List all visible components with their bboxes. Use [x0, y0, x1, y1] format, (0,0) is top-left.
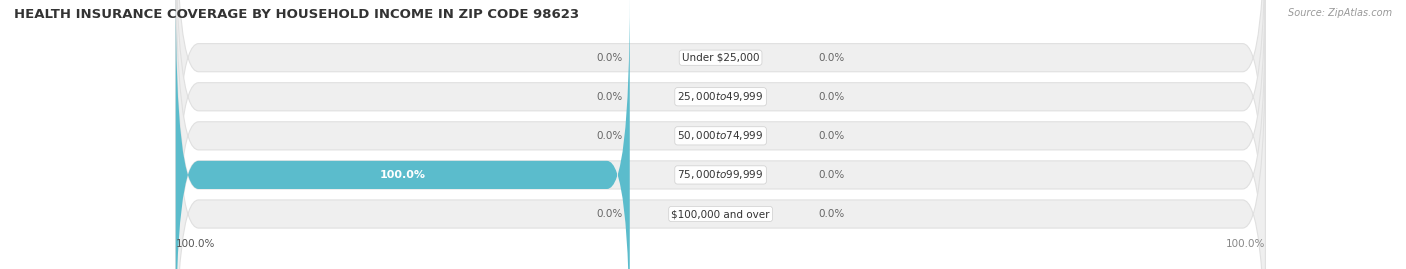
Text: 0.0%: 0.0%: [596, 92, 623, 102]
FancyBboxPatch shape: [176, 0, 630, 269]
FancyBboxPatch shape: [176, 0, 1265, 269]
Text: 0.0%: 0.0%: [818, 170, 845, 180]
FancyBboxPatch shape: [176, 0, 1265, 239]
Text: $25,000 to $49,999: $25,000 to $49,999: [678, 90, 763, 103]
Text: 100.0%: 100.0%: [176, 239, 215, 249]
Text: 0.0%: 0.0%: [596, 53, 623, 63]
FancyBboxPatch shape: [176, 0, 1265, 269]
Text: 0.0%: 0.0%: [596, 209, 623, 219]
Text: 0.0%: 0.0%: [818, 209, 845, 219]
Text: $50,000 to $74,999: $50,000 to $74,999: [678, 129, 763, 142]
FancyBboxPatch shape: [176, 33, 1265, 269]
Text: 100.0%: 100.0%: [1226, 239, 1265, 249]
Text: $75,000 to $99,999: $75,000 to $99,999: [678, 168, 763, 181]
Text: 100.0%: 100.0%: [380, 170, 426, 180]
Text: 0.0%: 0.0%: [818, 53, 845, 63]
Text: Under $25,000: Under $25,000: [682, 53, 759, 63]
Text: $100,000 and over: $100,000 and over: [671, 209, 770, 219]
Text: 0.0%: 0.0%: [818, 131, 845, 141]
Text: 0.0%: 0.0%: [596, 131, 623, 141]
FancyBboxPatch shape: [176, 0, 1265, 269]
Text: 0.0%: 0.0%: [818, 92, 845, 102]
Text: HEALTH INSURANCE COVERAGE BY HOUSEHOLD INCOME IN ZIP CODE 98623: HEALTH INSURANCE COVERAGE BY HOUSEHOLD I…: [14, 8, 579, 21]
Text: Source: ZipAtlas.com: Source: ZipAtlas.com: [1288, 8, 1392, 18]
